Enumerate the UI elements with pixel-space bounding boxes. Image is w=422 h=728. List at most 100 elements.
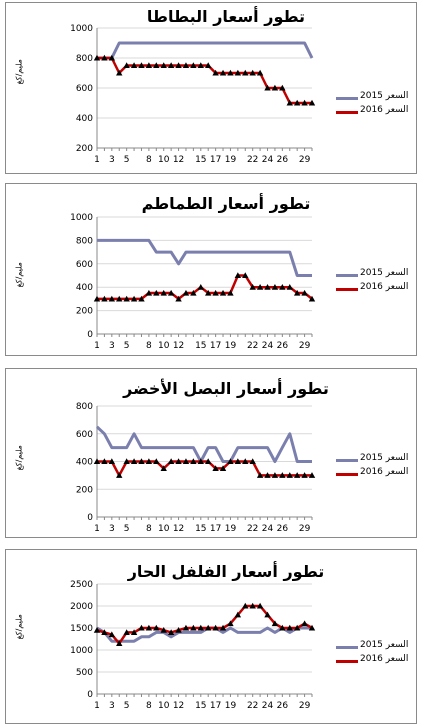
data-point-marker — [286, 99, 293, 106]
data-point-marker — [175, 458, 182, 465]
x-tick-label: 3 — [109, 524, 115, 534]
legend-label-2016: السعر 2016 — [360, 105, 409, 115]
series-line-s2016 — [97, 56, 312, 105]
data-point-marker — [279, 84, 286, 91]
data-point-marker — [108, 458, 116, 465]
data-point-marker — [197, 624, 204, 631]
y-axis-label: مليم/كغ — [14, 445, 24, 471]
data-point-marker — [167, 458, 175, 465]
y-tick-label: 0 — [87, 330, 93, 340]
data-point-marker — [145, 289, 153, 296]
x-tick-label: 26 — [277, 341, 289, 351]
y-tick-label: 1500 — [70, 624, 93, 634]
y-tick-label: 800 — [76, 54, 93, 64]
x-tick-label: 3 — [109, 701, 115, 711]
x-tick-label: 19 — [225, 701, 237, 711]
data-point-marker — [108, 295, 116, 302]
data-point-marker — [205, 458, 212, 465]
data-point-marker — [249, 458, 256, 465]
data-point-marker — [175, 295, 182, 302]
data-point-marker — [212, 624, 219, 631]
series-line-s2015 — [97, 41, 314, 60]
y-tick-label: 0 — [87, 513, 93, 523]
series-line-s2015 — [97, 238, 312, 277]
data-point-marker — [93, 295, 101, 302]
legend-item-2016: السعر 2016 — [336, 467, 416, 481]
x-tick-label: 5 — [124, 524, 130, 534]
y-tick-label: 1000 — [70, 24, 93, 34]
data-point-marker — [249, 602, 256, 609]
chart-panel-green-onion: 0 200 400 600 800 1 3 5 8 10 12 15 17 19 22 24 26 29 تطور… — [5, 368, 417, 538]
legend-item-2015: السعر 2015 — [336, 268, 416, 282]
x-tick-label: 24 — [262, 341, 274, 351]
data-point-marker — [116, 640, 123, 646]
x-tick-label: 29 — [299, 701, 311, 711]
data-point-marker — [271, 284, 279, 290]
y-tick-label: 2000 — [70, 602, 93, 612]
chart-title: تطور أسعار البطاطا — [146, 7, 306, 26]
data-point-marker — [264, 611, 271, 618]
y-axis-label: مليم/كغ — [14, 262, 24, 288]
chart-panel-potato: 200 400 600 800 1000 1 3 5 8 10 12 15 17 19 22 24 26 29 ت… — [5, 2, 417, 174]
data-point-marker — [93, 627, 101, 633]
data-point-marker — [101, 295, 108, 302]
x-tick-label: 3 — [109, 155, 115, 165]
legend-swatch-2015 — [336, 646, 358, 649]
x-tick-label: 19 — [225, 341, 237, 351]
legend-label-2016: السعر 2016 — [360, 282, 409, 292]
data-point-marker — [219, 69, 227, 76]
data-point-marker — [182, 458, 190, 465]
data-point-marker — [130, 629, 138, 635]
data-point-marker — [93, 54, 101, 61]
data-point-marker — [212, 289, 219, 296]
legend-label-2015: السعر 2015 — [360, 91, 409, 101]
x-tick-label: 12 — [173, 701, 184, 711]
x-tick-label: 1 — [94, 155, 100, 165]
y-tick-label: 1000 — [70, 646, 93, 656]
x-tick-label: 12 — [173, 524, 184, 534]
data-point-marker — [279, 472, 286, 478]
data-point-marker — [234, 69, 242, 76]
x-tick-label: 26 — [277, 155, 289, 165]
y-tick-label: 200 — [76, 307, 93, 317]
legend-label-2015: السعر 2015 — [360, 453, 409, 463]
x-tick-label: 26 — [277, 701, 289, 711]
legend-item-2015: السعر 2015 — [336, 453, 416, 467]
legend: السعر 2015 السعر 2016 — [336, 640, 416, 668]
x-tick-label: 29 — [299, 155, 311, 165]
x-tick-label: 22 — [247, 701, 258, 711]
data-point-marker — [93, 458, 101, 465]
x-tick-label: 15 — [195, 155, 206, 165]
data-point-marker — [279, 284, 286, 290]
legend: السعر 2015 السعر 2016 — [336, 453, 416, 481]
data-point-marker — [138, 624, 145, 631]
data-point-marker — [256, 602, 264, 609]
data-point-marker — [116, 472, 123, 478]
x-tick-label: 10 — [158, 155, 170, 165]
x-tick-label: 22 — [247, 155, 258, 165]
data-point-marker — [264, 284, 271, 290]
data-point-marker — [271, 472, 279, 478]
data-point-marker — [219, 289, 227, 296]
data-point-marker — [101, 629, 108, 635]
legend-swatch-2016 — [336, 288, 358, 291]
data-point-marker — [123, 62, 130, 69]
chart-svg: 200 400 600 800 1000 1 3 5 8 10 12 15 17 19 22 24 26 29 — [70, 24, 316, 165]
data-point-marker — [279, 624, 286, 631]
data-point-marker — [301, 289, 308, 296]
legend-label-2015: السعر 2015 — [360, 268, 409, 278]
chart-svg: 0 200 400 600 800 1 3 5 8 10 12 15 17 19 22 24 26 29 — [76, 402, 316, 534]
data-point-marker — [123, 629, 130, 635]
data-point-marker — [227, 69, 234, 76]
y-axis-label: مليم/كغ — [14, 614, 24, 640]
data-point-marker — [286, 284, 293, 290]
legend: السعر 2015 السعر 2016 — [336, 91, 416, 119]
data-point-marker — [116, 295, 123, 302]
data-point-marker — [145, 62, 153, 69]
data-point-marker — [227, 458, 234, 465]
x-tick-label: 19 — [225, 155, 237, 165]
data-point-marker — [167, 289, 175, 296]
data-point-marker — [308, 295, 316, 302]
x-tick-label: 26 — [277, 524, 289, 534]
data-point-marker — [293, 624, 301, 631]
